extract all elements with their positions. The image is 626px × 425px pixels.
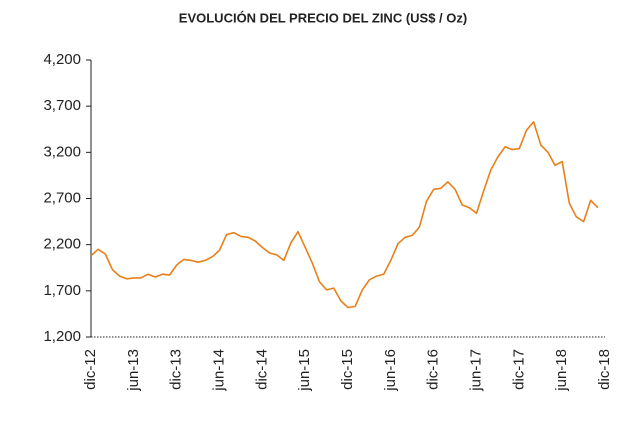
x-tick-label: dic-12 bbox=[82, 349, 99, 390]
x-tick-label: jun-16 bbox=[382, 349, 399, 392]
x-tick-label: jun-17 bbox=[467, 349, 484, 392]
x-tick-label: jun-18 bbox=[553, 349, 570, 392]
y-tick-label: 3,700 bbox=[43, 97, 81, 114]
y-tick-label: 3,200 bbox=[43, 143, 81, 160]
y-tick-label: 2,200 bbox=[43, 236, 81, 253]
x-tick-label: dic-13 bbox=[168, 349, 185, 390]
y-tick-label: 1,200 bbox=[43, 328, 81, 345]
x-tick-label: jun-13 bbox=[125, 349, 142, 392]
x-tick-label: dic-16 bbox=[425, 349, 442, 390]
y-tick-label: 1,700 bbox=[43, 282, 81, 299]
y-tick-label: 2,700 bbox=[43, 189, 81, 206]
line-series bbox=[90, 121, 599, 309]
chart-title: EVOLUCIÓN DEL PRECIO DEL ZINC (US$ / Oz) bbox=[179, 10, 467, 25]
x-tick-label: dic-18 bbox=[596, 349, 613, 390]
x-tick-label: dic-15 bbox=[339, 349, 356, 390]
y-tick-label: 4,200 bbox=[43, 51, 81, 68]
x-tick-label: jun-15 bbox=[296, 349, 313, 392]
x-tick-label: dic-14 bbox=[253, 349, 270, 390]
x-tick-label: dic-17 bbox=[510, 349, 527, 390]
x-tick-label: jun-14 bbox=[210, 349, 227, 392]
